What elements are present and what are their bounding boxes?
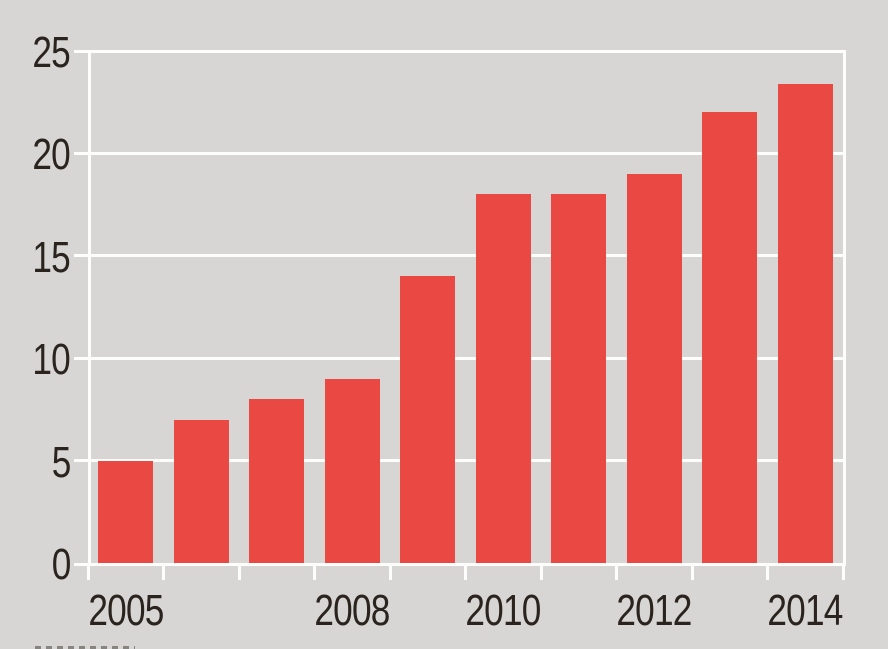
y-tick-label-0: 0 (0, 540, 71, 589)
x-tick-mark-1 (162, 566, 165, 580)
x-tick-mark-10 (841, 566, 845, 580)
x-tick-label-2010: 2010 (403, 589, 603, 633)
bar-2006 (173, 419, 229, 563)
bar-2008 (324, 378, 380, 563)
x-tick-mark-4 (388, 566, 392, 580)
bar-2010 (475, 194, 531, 563)
plot-right-border (843, 49, 846, 565)
x-tick-label-2008: 2008 (252, 589, 452, 633)
y-tick-label-text: 10 (32, 335, 70, 385)
gridline-15 (74, 254, 846, 258)
bar-2011 (551, 194, 607, 563)
gridline-20 (74, 151, 846, 155)
x-tick-mark-7 (615, 566, 618, 580)
y-tick-label-text: 20 (32, 130, 70, 180)
y-axis-line (88, 49, 91, 565)
y-tick-label-text: 25 (32, 28, 70, 77)
gridline-25 (74, 49, 846, 53)
x-tick-label-text: 2014 (767, 586, 844, 635)
y-tick-label-text: 15 (32, 232, 70, 282)
x-tick-label-2014: 2014 (705, 589, 888, 633)
bar-2005 (98, 460, 154, 563)
x-tick-label-2005: 2005 (26, 589, 226, 633)
y-tick-label-15: 15 (0, 232, 70, 282)
x-tick-mark-6 (539, 566, 543, 580)
x-tick-mark-0 (86, 566, 90, 580)
y-tick-label-5: 5 (0, 437, 71, 487)
x-tick-label-text: 2008 (314, 586, 391, 635)
x-tick-mark-2 (237, 566, 241, 580)
bar-2009 (400, 276, 456, 563)
x-tick-label-text: 2005 (88, 586, 164, 635)
x-tick-label-text: 2012 (616, 586, 693, 635)
bar-2013 (702, 112, 758, 563)
x-tick-mark-5 (464, 566, 467, 580)
y-tick-label-text: 0 (51, 540, 71, 589)
y-tick-label-25: 25 (0, 31, 70, 75)
x-tick-mark-3 (313, 566, 316, 580)
x-tick-mark-8 (690, 566, 694, 580)
gridline-10 (74, 356, 846, 360)
bar-2012 (626, 173, 682, 563)
x-tick-label-text: 2010 (465, 586, 542, 635)
gridline-5 (74, 459, 846, 463)
y-tick-label-10: 10 (0, 338, 70, 382)
y-tick-label-text: 5 (51, 437, 71, 487)
cropped-caption-fragment (35, 646, 135, 649)
bar-2007 (249, 399, 305, 563)
bar-2014 (777, 83, 833, 563)
x-tick-label-2012: 2012 (554, 589, 754, 633)
x-tick-mark-9 (766, 566, 769, 580)
y-tick-label-20: 20 (0, 133, 70, 177)
x-axis-line (74, 563, 846, 566)
